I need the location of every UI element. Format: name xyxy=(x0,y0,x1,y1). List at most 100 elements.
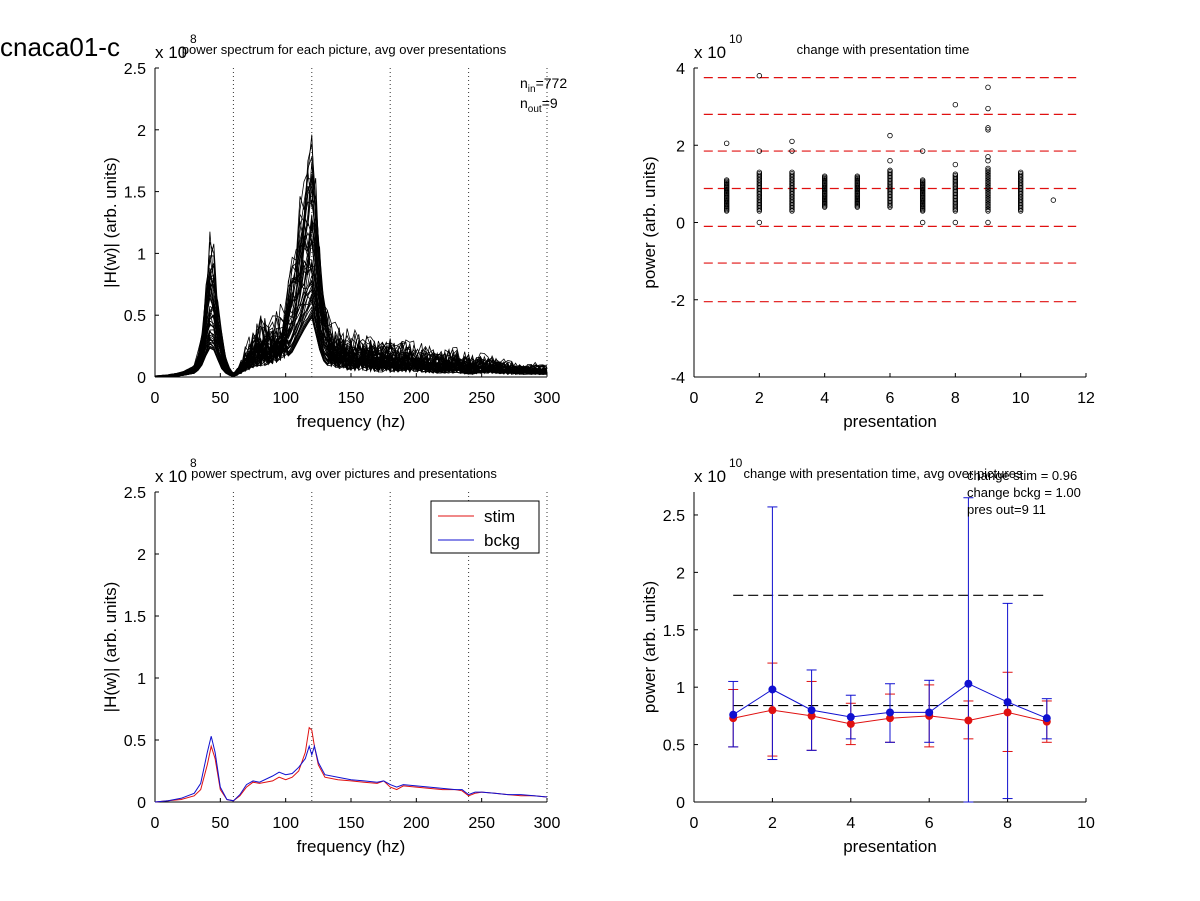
y-tick-label: 1 xyxy=(137,671,146,688)
data-point xyxy=(985,194,991,201)
data-point xyxy=(952,172,959,179)
data-point xyxy=(985,165,991,172)
panel-p4: 0 2 4 6 8 10 0 0.5 1 1.5 2 2.5 presentation power (ar… xyxy=(640,456,1095,856)
chart-title: change with presentation time, avg over … xyxy=(744,466,1023,481)
spectrum-line xyxy=(154,171,548,377)
y-tick-label: 1.5 xyxy=(663,623,685,640)
axis-exponent-label: x 10 xyxy=(155,43,187,62)
count-annotation: nout=9 xyxy=(520,95,558,115)
outlier-point xyxy=(985,127,991,133)
axis-exponent-power: 8 xyxy=(190,456,197,470)
data-point xyxy=(952,171,959,177)
axis-exponent-power: 10 xyxy=(729,32,743,46)
x-tick-label: 50 xyxy=(211,815,229,832)
mean-point-bckg xyxy=(846,713,855,722)
mean-point-stim xyxy=(768,706,777,715)
y-tick-label: 0 xyxy=(137,795,146,812)
x-axis-label: presentation xyxy=(843,412,937,431)
data-point xyxy=(985,196,991,202)
axis-exponent-label: x 10 xyxy=(694,43,726,62)
data-point xyxy=(985,169,991,175)
mean-point-bckg xyxy=(886,708,894,717)
y-tick-label: 0 xyxy=(676,795,685,812)
data-point xyxy=(1017,169,1024,175)
x-tick-label: 50 xyxy=(211,390,229,407)
outlier-point xyxy=(756,73,763,79)
axis-exponent-power: 8 xyxy=(190,32,197,46)
data-point xyxy=(985,208,991,214)
data-point xyxy=(789,169,795,175)
change-annotation: change stim = 0.96 xyxy=(967,468,1077,483)
data-point xyxy=(985,181,991,187)
data-point xyxy=(756,169,763,175)
mean-point-bckg xyxy=(729,710,738,719)
x-tick-label: 300 xyxy=(534,390,561,407)
legend: stim bckg xyxy=(430,500,540,554)
outlier-point xyxy=(756,219,763,226)
y-tick-label: 1.5 xyxy=(124,185,146,202)
data-point xyxy=(985,204,991,211)
data-point xyxy=(985,191,991,197)
x-tick-label: 150 xyxy=(338,390,365,407)
data-point xyxy=(985,184,991,190)
data-point xyxy=(854,173,861,179)
y-tick-label: 1 xyxy=(676,680,685,697)
data-point xyxy=(985,177,991,184)
y-axis-label: power (arb. units) xyxy=(640,156,659,288)
x-tick-label: 0 xyxy=(690,390,699,407)
data-point xyxy=(821,173,828,179)
data-point xyxy=(985,167,991,173)
y-tick-label: 1 xyxy=(137,246,146,263)
x-tick-label: 4 xyxy=(846,815,855,832)
mean-point-stim xyxy=(846,719,855,728)
data-point xyxy=(985,182,991,189)
x-tick-label: 250 xyxy=(468,815,495,832)
legend-box xyxy=(430,500,540,554)
y-tick-label: 2.5 xyxy=(124,61,146,78)
change-annotation: pres out=9 11 xyxy=(967,502,1046,517)
data-point xyxy=(985,175,991,182)
data-point xyxy=(985,199,991,206)
data-point xyxy=(756,171,763,177)
outlier-point xyxy=(919,148,926,154)
mean-point-bckg xyxy=(807,706,816,715)
y-axis-label: power (arb. units) xyxy=(640,581,659,713)
y-tick-label: 0.5 xyxy=(124,308,146,325)
x-axis-label: presentation xyxy=(843,837,937,856)
x-tick-label: 0 xyxy=(151,815,160,832)
legend-label-bckg: bckg xyxy=(484,531,520,550)
x-axis-label: frequency (hz) xyxy=(297,412,406,431)
outlier-point xyxy=(723,140,730,147)
axis-exponent-label: x 10 xyxy=(155,467,187,486)
x-tick-label: 250 xyxy=(468,390,495,407)
y-tick-label: 1.5 xyxy=(124,609,146,626)
x-tick-label: 12 xyxy=(1077,390,1095,407)
y-tick-label: 2 xyxy=(137,547,146,564)
y-tick-label: 0.5 xyxy=(663,738,685,755)
x-tick-label: 8 xyxy=(1003,815,1012,832)
chart-title: power spectrum, avg over pictures and pr… xyxy=(191,466,497,481)
data-point xyxy=(887,170,893,176)
data-point xyxy=(985,198,991,204)
data-point xyxy=(789,171,795,177)
outlier-point xyxy=(952,161,959,168)
data-point xyxy=(985,189,991,195)
x-tick-label: 2 xyxy=(755,390,764,407)
x-tick-label: 6 xyxy=(886,390,895,407)
figure-title: cnaca01-c xyxy=(0,32,120,62)
data-point xyxy=(919,177,926,183)
data-point xyxy=(887,167,893,174)
data-point xyxy=(952,174,959,180)
y-tick-label: -4 xyxy=(671,370,685,387)
spectrum-line xyxy=(154,178,548,377)
mean-point-bckg xyxy=(964,679,973,688)
data-point xyxy=(985,192,991,199)
outlier-point xyxy=(952,219,959,226)
y-tick-label: 2.5 xyxy=(124,485,146,502)
axis-exponent-power: 10 xyxy=(729,456,743,470)
mean-point-stim xyxy=(1003,708,1012,717)
y-axis-label: |H(w)| (arb. units) xyxy=(101,582,120,713)
data-point xyxy=(985,170,991,177)
outlier-point xyxy=(985,125,991,131)
